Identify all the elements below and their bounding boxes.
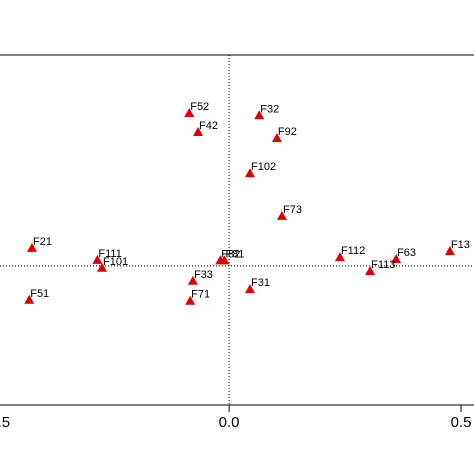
point-marker: [271, 132, 282, 142]
x-tick-label: 0.5: [451, 414, 472, 431]
point-marker: [244, 284, 255, 294]
point-label: F82: [221, 248, 240, 260]
point-label: F71: [191, 289, 210, 301]
point-label: F81: [225, 248, 244, 260]
point-label: F111: [98, 248, 121, 260]
point-marker: [184, 107, 195, 117]
point-marker: [334, 252, 345, 262]
point-marker: [193, 126, 204, 136]
point-marker: [365, 266, 376, 276]
point-label: F51: [30, 288, 49, 300]
point-marker: [185, 295, 196, 305]
point-label: F63: [397, 247, 416, 259]
point-marker: [391, 253, 402, 263]
point-label: F33: [194, 269, 213, 281]
point-label: F92: [278, 126, 297, 138]
point-marker: [254, 110, 265, 120]
point-marker: [276, 210, 287, 220]
point-marker: [27, 242, 38, 252]
point-label: F31: [251, 277, 270, 289]
point-marker: [92, 254, 103, 264]
point-label: F101: [103, 256, 128, 268]
point-label: F42: [199, 120, 218, 132]
point-label: F21: [33, 236, 52, 248]
point-label: F102: [251, 161, 276, 173]
point-label: F112: [341, 245, 365, 257]
point-marker: [244, 168, 255, 178]
point-label: F52: [190, 101, 209, 113]
plot-frame: [0, 54, 474, 406]
point-marker: [219, 255, 230, 265]
point-label: F113: [371, 259, 395, 271]
point-marker: [24, 294, 35, 304]
x-tick-label: -0.5: [0, 414, 10, 431]
point-label: F32: [260, 103, 279, 115]
point-marker: [187, 275, 198, 285]
point-marker: [444, 246, 455, 256]
point-label: F13: [451, 239, 470, 251]
point-marker: [97, 262, 108, 272]
point-label: F73: [283, 204, 302, 216]
x-tick-label: 0.0: [219, 414, 240, 431]
